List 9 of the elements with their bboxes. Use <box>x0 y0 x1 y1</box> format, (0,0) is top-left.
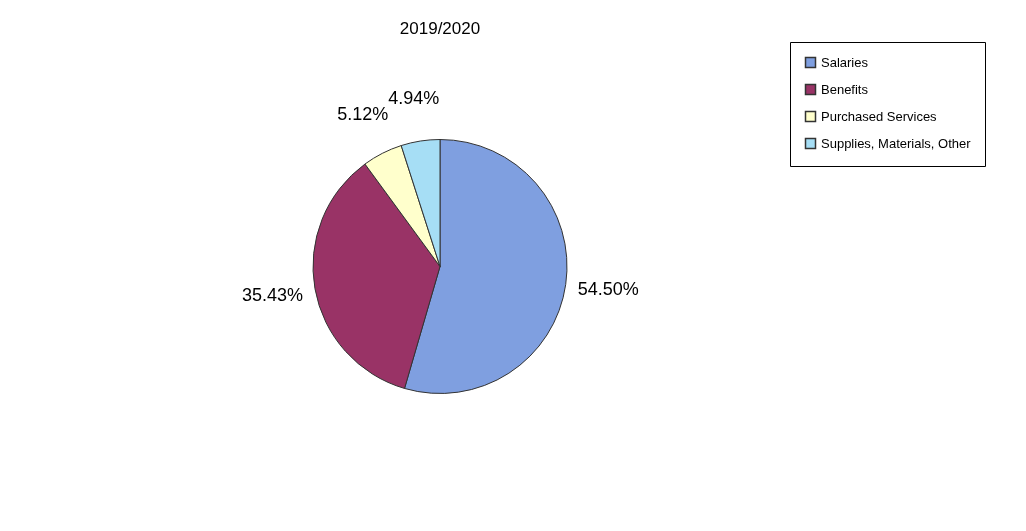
legend-label: Supplies, Materials, Other <box>821 135 972 151</box>
data-label: 5.12% <box>337 104 389 125</box>
data-label: 35.43% <box>242 285 304 306</box>
data-label: 4.94% <box>388 87 440 108</box>
chart-title: 2019/2020 <box>399 19 481 38</box>
legend-label: Purchased Services <box>821 108 938 124</box>
legend-label: Benefits <box>821 81 869 97</box>
data-label: 54.50% <box>577 279 639 300</box>
legend-label: Salaries <box>821 54 869 70</box>
